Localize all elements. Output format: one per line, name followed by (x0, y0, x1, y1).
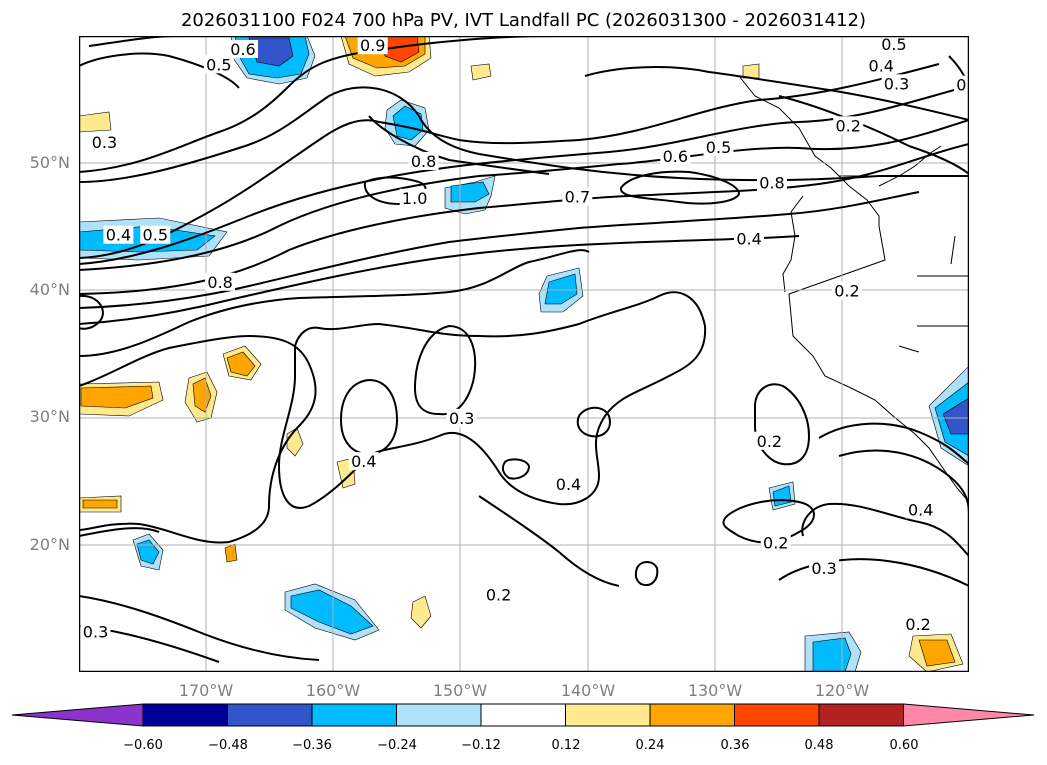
contour-label-bg (954, 75, 969, 94)
contour-label: 0.8 (411, 152, 436, 171)
colorbar-cell (396, 703, 482, 727)
lat-label-30n: 30°N (29, 407, 70, 426)
contour-label-bg (809, 558, 840, 577)
contour-label: 0.2 (757, 432, 782, 451)
map-border (79, 36, 969, 672)
map-panel[interactable]: 0.6 0.5 0.9 0.3 0.8 1.0 0.4 0.5 0.8 0.7 0.6 0.5 0.8 0… (79, 36, 969, 672)
contour-label: 0.3 (92, 133, 117, 152)
contour-label-bg (881, 74, 912, 93)
colorbar-tick-4: −0.24 (377, 738, 417, 753)
colorbar-cell (480, 703, 566, 727)
contour-label: 0.8 (207, 273, 232, 292)
contour-label-bg (905, 500, 936, 519)
contour-label: 0.4 (956, 76, 969, 95)
contour-label: 0.2 (486, 586, 511, 605)
pv-contours (79, 36, 969, 663)
contour-label-bg (831, 281, 862, 300)
contour-label-bg (446, 408, 477, 427)
colorbar-cell (142, 703, 228, 727)
contour-label: 0.2 (905, 615, 930, 634)
contour-label-bg (205, 272, 236, 291)
contour-label: 0.4 (556, 475, 581, 494)
contour-label-bg (140, 225, 171, 244)
lat-label-20n: 20°N (29, 535, 70, 554)
contour-label-bg (89, 132, 120, 151)
lon-label-130w: 130°W (687, 681, 743, 700)
colorbar-cell (818, 703, 904, 727)
contour-label: 0.5 (143, 226, 168, 245)
contour-label: 0.2 (834, 282, 859, 301)
colorbar-cell (565, 703, 651, 727)
colorbar-tick-3: −0.36 (292, 738, 332, 753)
contour-label: 0.6 (230, 40, 255, 59)
colorbar (11, 703, 1035, 727)
lon-label-150w: 150°W (432, 681, 488, 700)
contour-label-bg (103, 225, 134, 244)
contour-label: 0.9 (360, 36, 385, 55)
colorbar-tick-5: −0.12 (461, 738, 501, 753)
contour-label: 0.2 (835, 116, 860, 135)
contour-label: 0.3 (884, 74, 909, 93)
contour-label-bg (203, 55, 234, 74)
colorbar-cell (311, 703, 397, 727)
colorbar-cells (11, 703, 1035, 727)
contour-label-bg (553, 475, 584, 494)
contour-label: 0.3 (449, 409, 474, 428)
contour-label-bg (228, 39, 259, 58)
contour-label: 0.4 (106, 226, 131, 245)
map-canvas: 0.60.50.90.30.81.00.4 0.50.80.70.6 0.50.80… (79, 36, 969, 672)
colorbar-cell (734, 703, 820, 727)
contour-label-bg (399, 188, 430, 207)
contour-label-bg (483, 585, 514, 604)
contour-label-bg (408, 151, 439, 170)
colorbar-tick-8: 0.36 (720, 738, 750, 753)
contour-label-bg (756, 173, 787, 192)
lat-label-40n: 40°N (29, 280, 70, 299)
contour-label-bg (878, 36, 909, 53)
contour-label-bg (760, 533, 791, 552)
contour-label: 0.3 (811, 559, 836, 578)
colorbar-cell (227, 703, 313, 727)
colorbar-tick-1: −0.60 (123, 738, 163, 753)
contour-label: 0.4 (869, 57, 894, 76)
contour-label-bg (903, 614, 934, 633)
contour-label: 0.7 (565, 188, 590, 207)
colorbar-cell (649, 703, 735, 727)
colorbar-tick-2: −0.48 (208, 738, 248, 753)
lon-label-170w: 170°W (178, 681, 234, 700)
contour-label: 0.6 (663, 147, 688, 166)
contour-label: 0.4 (736, 230, 761, 249)
lon-label-140w: 140°W (560, 681, 616, 700)
contour-label: 0.5 (881, 36, 906, 54)
contour-label: 0.8 (759, 174, 784, 193)
contour-label: 0.3 (83, 623, 108, 642)
contour-label: 0.4 (908, 500, 933, 519)
lat-label-50n: 50°N (29, 153, 70, 172)
contour-label-bg (734, 229, 765, 248)
contour-label: 0.5 (206, 55, 231, 74)
lon-label-120w: 120°W (814, 681, 870, 700)
colorbar-extend-high (903, 703, 1035, 727)
contour-label: 1.0 (402, 189, 427, 208)
contour-label-bg (866, 56, 897, 75)
contour-label-bg (703, 137, 734, 156)
colorbar-tick-7: 0.24 (635, 738, 665, 753)
contour-label-bg (80, 622, 111, 641)
contour-label-bg (660, 146, 691, 165)
colorbar-tick-9: 0.48 (804, 738, 834, 753)
contour-label: 0.4 (351, 452, 376, 471)
contour-label-bg (357, 36, 388, 55)
contour-label-bg (562, 187, 593, 206)
contour-label-bg (348, 452, 379, 471)
map-title: 2026031100 F024 700 hPa PV, IVT Landfall… (180, 10, 867, 31)
contour-label-bg (754, 431, 785, 450)
colorbar-tick-10: 0.60 (889, 738, 919, 753)
contour-label-bg (833, 116, 864, 135)
lon-label-160w: 160°W (305, 681, 361, 700)
contour-labels: 0.60.50.90.30.81.00.4 0.50.80.70.6 0.50.80… (80, 36, 969, 642)
contour-label: 0.5 (706, 138, 731, 157)
colorbar-tick-6: 0.12 (551, 738, 581, 753)
colorbar-extend-low (11, 703, 144, 727)
contour-label: 0.2 (763, 534, 788, 553)
